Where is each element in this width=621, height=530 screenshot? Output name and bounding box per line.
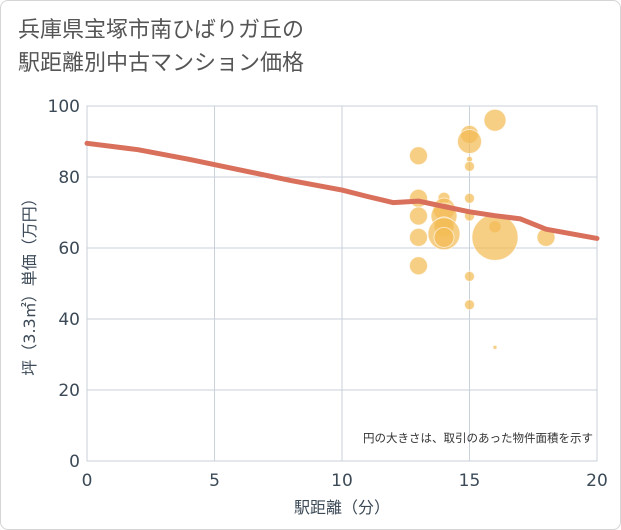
x-tick-label: 20 — [586, 471, 608, 491]
chart-title-line-1: 兵庫県宝塚市南ひばりガ丘の — [18, 18, 305, 43]
chart-title-line-2: 駅距離別中古マンション価格 — [18, 51, 305, 76]
x-tick-label: 15 — [459, 471, 481, 491]
y-tick-label: 100 — [48, 97, 80, 117]
y-tick-label: 60 — [58, 239, 80, 259]
y-axis-title: 坪（3.3㎡）単価（万円） — [20, 190, 39, 375]
data-point-12 — [457, 129, 482, 154]
data-point-14 — [464, 160, 475, 172]
data-point-18 — [464, 299, 475, 311]
trend-series — [84, 140, 600, 241]
grid-lines — [86, 105, 598, 462]
chart-title: 兵庫県宝塚市南ひばりガ丘の 駅距離別中古マンション価格 — [18, 14, 304, 80]
bubble-size-note: 円の大きさは、取引のあった物件面積を示す — [363, 431, 593, 445]
data-point-10 — [433, 226, 455, 248]
data-point-15 — [464, 192, 475, 204]
data-point-4 — [409, 256, 428, 276]
data-point-19 — [483, 108, 507, 132]
data-point-0 — [409, 146, 428, 166]
data-point-21 — [471, 213, 519, 261]
x-tick-labels: 0 5 10 15 20 — [82, 471, 608, 491]
x-tick-label: 10 — [331, 471, 353, 491]
data-point-17 — [464, 270, 475, 282]
y-tick-labels: 0 20 40 60 80 100 — [48, 97, 80, 472]
x-axis-title: 駅距離（分） — [294, 498, 390, 517]
data-point-22 — [492, 344, 498, 350]
x-tick-label: 0 — [82, 471, 93, 491]
data-point-2 — [409, 206, 428, 226]
trend-line — [84, 140, 600, 241]
x-tick-label: 5 — [209, 471, 220, 491]
data-point-3 — [409, 227, 428, 247]
y-tick-label: 20 — [58, 381, 80, 401]
y-tick-label: 40 — [58, 310, 80, 330]
y-tick-label: 80 — [58, 168, 80, 188]
y-tick-label: 0 — [69, 452, 80, 472]
